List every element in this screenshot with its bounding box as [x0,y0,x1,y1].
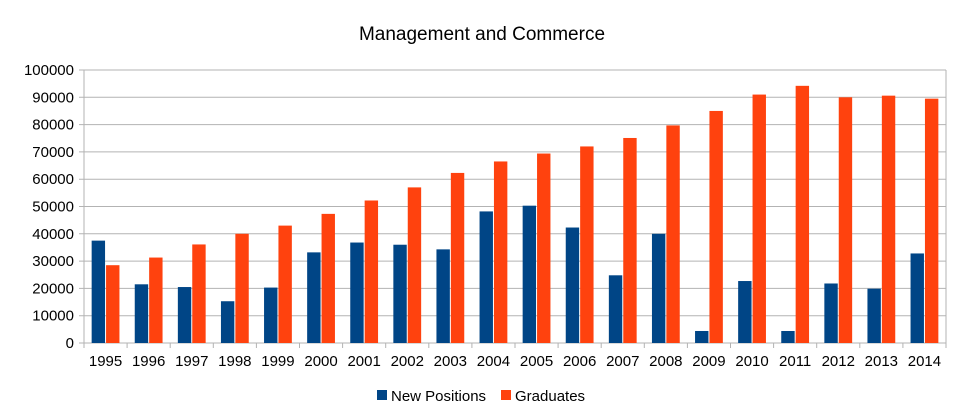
gridlines [79,69,947,348]
bar-graduates [106,265,120,343]
x-tick-label: 2011 [779,353,811,370]
y-tick-label: 70000 [32,144,74,161]
bar-new-positions [393,244,407,343]
bar-graduates [149,257,163,343]
legend-label-graduates: Graduates [515,388,585,405]
y-tick-label: 50000 [32,199,74,216]
x-tick-label: 1999 [261,353,294,370]
bar-new-positions [177,287,192,343]
bar-new-positions [479,211,493,343]
bar-new-positions [695,330,709,343]
x-tick-label: 2010 [735,353,768,370]
x-tick-label: 2009 [692,353,725,370]
x-tick-label: 2001 [347,353,380,370]
legend: New Positions Graduates [377,388,585,405]
bar-new-positions [522,205,537,343]
y-tick-label: 0 [66,335,74,352]
x-tick-label: 1995 [89,353,122,370]
legend-label-new-positions: New Positions [391,388,486,405]
chart-title: Management and Commerce [359,24,605,45]
bar-graduates [709,110,723,343]
x-tick-label: 1997 [175,353,208,370]
y-tick-label: 80000 [32,117,74,134]
bar-new-positions [91,240,106,343]
bar-graduates [235,233,249,343]
bar-graduates [795,85,810,344]
bar-new-positions [350,242,364,343]
bar-graduates [493,161,508,343]
bar-graduates [321,213,335,343]
x-tick-label: 2003 [434,353,467,370]
x-tick-label: 2014 [908,353,941,370]
bar-graduates [537,153,551,343]
bar-graduates [623,137,637,343]
bar-graduates [192,244,206,343]
y-tick-label: 20000 [32,280,74,297]
x-tick-label: 1996 [132,353,165,370]
bar-new-positions [781,330,795,343]
y-tick-label: 30000 [32,253,74,270]
bar-new-positions [264,287,278,343]
bar-graduates [364,200,379,343]
x-tick-label: 2012 [822,353,855,370]
bar-graduates [881,95,896,343]
y-axis-tick-labels: 0 10000 20000 30000 40000 50000 60000 70000 8000… [24,62,74,352]
x-tick-label: 2004 [477,353,510,370]
bar-graduates [924,98,939,343]
bar-graduates [838,97,853,343]
bar-new-positions [608,275,623,343]
y-tick-label: 10000 [32,308,74,325]
x-tick-label: 2007 [606,353,639,370]
bar-new-positions [651,233,666,343]
bar-graduates [450,172,465,343]
bar-new-positions [565,227,580,343]
x-tick-label: 1998 [218,353,251,370]
x-tick-label: 2013 [865,353,898,370]
x-axis-tick-labels: 1995 1996 1997 1998 1999 2000 2001 2002 2003 2004… [89,353,941,370]
x-tick-label: 2000 [304,353,337,370]
bar-graduates [666,125,680,343]
y-tick-label: 40000 [32,226,74,243]
bar-new-positions [134,284,149,343]
bars [91,85,939,344]
bar-new-positions [220,301,235,343]
bar-new-positions [910,253,924,343]
bar-graduates [580,146,594,343]
x-tick-label: 2008 [649,353,682,370]
x-tick-label: 2002 [391,353,424,370]
legend-swatch-new-positions [377,390,387,400]
legend-swatch-graduates [501,390,511,400]
y-tick-label: 100000 [24,62,74,79]
bar-graduates [278,225,292,343]
x-tick-label: 2005 [520,353,553,370]
bar-new-positions [824,283,838,343]
bar-new-positions [738,281,752,343]
y-tick-label: 60000 [32,171,74,188]
x-tick-label: 2006 [563,353,596,370]
bar-graduates [407,187,422,343]
bar-new-positions [436,249,450,343]
bar-new-positions [307,252,321,343]
bar-graduates [752,94,766,343]
bar-new-positions [867,288,881,343]
y-tick-label: 90000 [32,89,74,106]
